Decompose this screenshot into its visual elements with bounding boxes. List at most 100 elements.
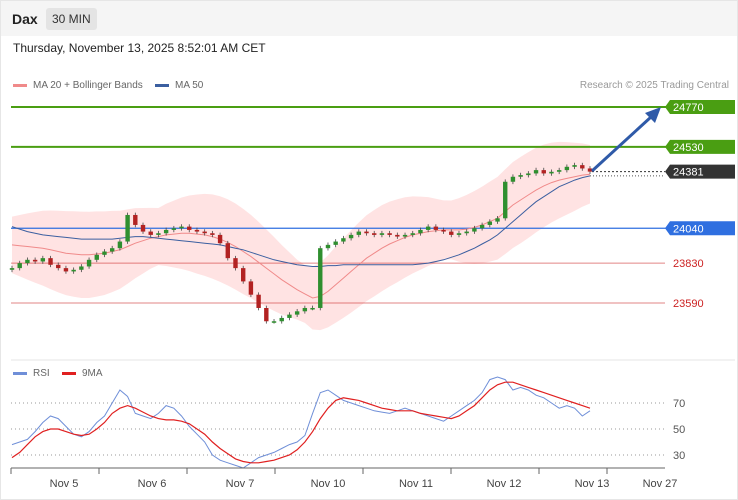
- candle: [425, 226, 431, 230]
- level-tag-24770: [665, 100, 735, 114]
- x-tick-label: Nov 7: [226, 478, 255, 490]
- ma50-line: [11, 175, 591, 267]
- candle: [418, 229, 423, 234]
- candle: [310, 307, 315, 310]
- candle: [464, 231, 469, 234]
- x-tick-label: Nov 10: [311, 478, 346, 490]
- candle: [410, 233, 415, 235]
- level-label-23830: 23830: [673, 258, 704, 270]
- candle: [479, 224, 485, 229]
- candle: [526, 173, 531, 176]
- bollinger-band: [12, 141, 590, 331]
- x-tick-label: Nov 27: [643, 478, 678, 490]
- candle: [441, 229, 446, 232]
- candle: [271, 321, 277, 323]
- candle: [333, 241, 338, 245]
- candle: [449, 231, 454, 235]
- candle: [325, 244, 331, 249]
- candle: [248, 281, 254, 295]
- candle: [395, 234, 400, 237]
- candle: [187, 226, 192, 230]
- interval-selector[interactable]: 30 MIN: [46, 8, 97, 30]
- top-bar: Dax 30 MIN: [1, 1, 737, 36]
- candle: [56, 264, 61, 269]
- candle: [202, 231, 207, 234]
- level-label-24381: 24381: [673, 167, 704, 179]
- forecast-arrow: [590, 115, 653, 173]
- rsi-ma9-line: [11, 381, 591, 464]
- candle: [533, 170, 539, 174]
- candle: [364, 231, 369, 234]
- candle: [287, 314, 292, 318]
- candle: [341, 238, 346, 242]
- candle: [194, 229, 200, 232]
- candle: [572, 165, 577, 167]
- candle: [487, 221, 493, 225]
- level-label-24770: 24770: [673, 102, 704, 114]
- ma9-swatch: [62, 372, 76, 375]
- candle: [148, 231, 153, 235]
- rsi-swatch: [13, 372, 27, 375]
- candle: [17, 263, 22, 269]
- legend-ma20: MA 20 + Bollinger Bands: [13, 80, 143, 91]
- ma50-swatch: [155, 84, 169, 87]
- legend-ma50: MA 50: [155, 80, 203, 91]
- candle: [125, 214, 130, 242]
- candle: [71, 269, 76, 272]
- candle: [217, 234, 223, 244]
- candle: [549, 171, 554, 174]
- candle: [503, 181, 508, 219]
- candle: [556, 170, 562, 172]
- rsi-level-label-50: 50: [673, 424, 685, 436]
- candle: [379, 233, 385, 235]
- candle: [79, 266, 84, 270]
- ma20-line: [11, 173, 591, 299]
- candle: [256, 294, 261, 308]
- candle: [86, 259, 92, 267]
- candle: [32, 259, 38, 262]
- level-tag-24530: [665, 139, 735, 154]
- credit: Research © 2025 Trading Central: [579, 80, 729, 91]
- candle: [348, 234, 354, 239]
- candle: [433, 226, 439, 230]
- level-label-24530: 24530: [673, 142, 704, 154]
- candle: [63, 268, 69, 272]
- candle: [133, 214, 138, 225]
- candle: [402, 234, 408, 237]
- level-tag-24040: [665, 221, 735, 236]
- candle: [294, 311, 300, 315]
- x-tick-label: Nov 13: [575, 478, 610, 490]
- candle: [318, 248, 323, 308]
- timestamp: Thursday, November 13, 2025 8:52:01 AM C…: [13, 41, 266, 55]
- candle: [163, 229, 169, 234]
- candle: [225, 243, 230, 259]
- legend-ma9: 9MA: [62, 368, 103, 379]
- candle: [518, 175, 523, 177]
- x-tick-label: Nov 5: [50, 478, 79, 490]
- candle: [171, 228, 177, 230]
- candle: [580, 165, 585, 169]
- candle: [564, 166, 570, 171]
- candle: [48, 258, 53, 265]
- candle: [102, 251, 107, 255]
- legend-rsi-label: RSI: [33, 368, 50, 379]
- candle: [241, 268, 246, 282]
- candle: [140, 224, 146, 232]
- forecast-arrow-head: [645, 107, 661, 123]
- candle: [9, 268, 15, 270]
- candle: [387, 233, 392, 235]
- symbol-label: Dax: [12, 11, 38, 27]
- candle: [25, 259, 30, 264]
- x-tick-label: Nov 11: [399, 478, 433, 490]
- legend-ma20-label: MA 20 + Bollinger Bands: [33, 80, 143, 91]
- candle: [279, 317, 284, 322]
- candle: [302, 307, 308, 312]
- level-label-23590: 23590: [673, 298, 704, 310]
- level-tag-24381: [665, 164, 735, 179]
- candle: [117, 241, 123, 249]
- x-tick-label: Nov 6: [138, 478, 167, 490]
- rsi-level-label-70: 70: [673, 398, 685, 410]
- legend-rsi: RSI: [13, 368, 50, 379]
- rsi-level-label-30: 30: [673, 450, 685, 462]
